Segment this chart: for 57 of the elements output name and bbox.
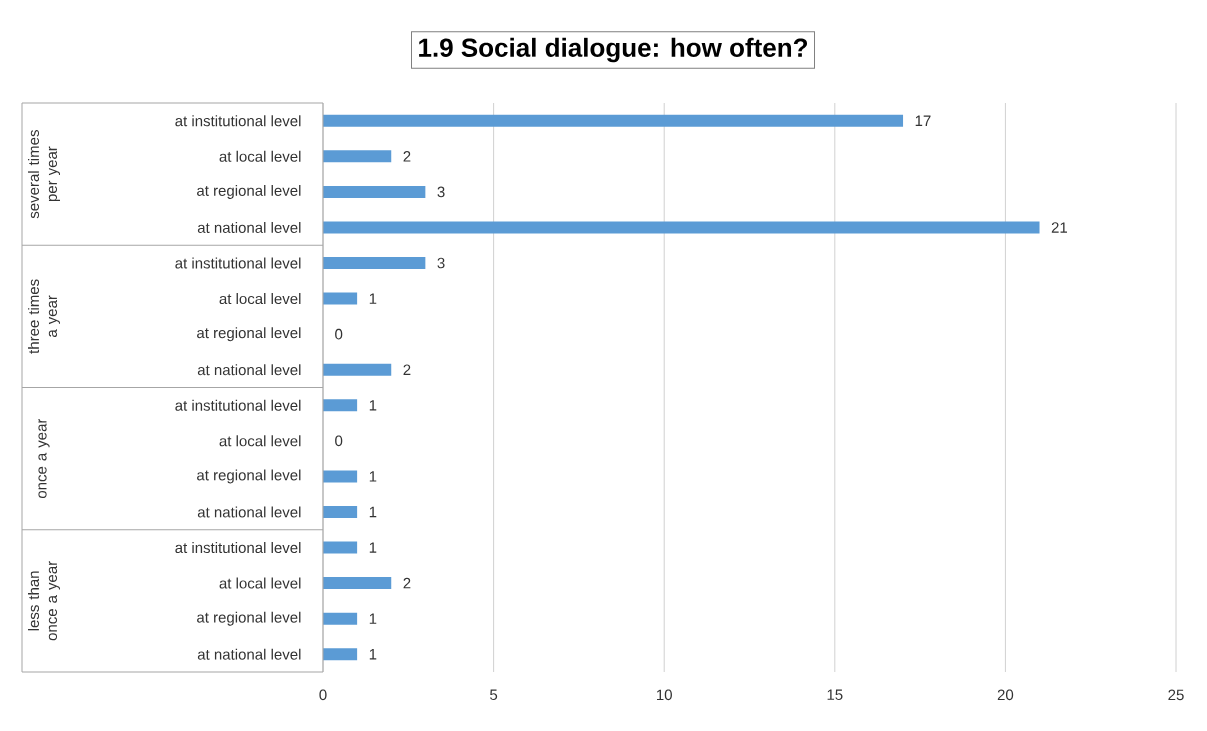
bar xyxy=(323,612,358,625)
y-tick-label: at regional level xyxy=(197,184,301,199)
text: three times a year xyxy=(28,279,60,354)
y-tick-label: at institutional level xyxy=(175,257,301,269)
data-label: 2 xyxy=(403,151,411,162)
bar xyxy=(323,470,358,483)
bar xyxy=(323,114,904,127)
data-label: 1 xyxy=(369,471,377,482)
data-label: 0 xyxy=(335,328,343,340)
bar xyxy=(323,577,392,590)
y-tick-label: at local level xyxy=(219,293,301,305)
x-tick-label: 25 xyxy=(1168,689,1184,701)
bar xyxy=(323,505,358,518)
data-label: 17 xyxy=(915,115,931,126)
y-tick-label: at national level xyxy=(197,648,301,660)
data-label: 1 xyxy=(369,506,377,518)
data-label: 3 xyxy=(437,186,445,198)
y-tick-label: at institutional level xyxy=(175,399,301,411)
x-tick-label: 15 xyxy=(827,689,843,700)
bar xyxy=(323,399,358,412)
bar xyxy=(323,150,392,163)
bar xyxy=(323,221,1040,234)
bar xyxy=(323,541,358,554)
y-tick-label: at institutional level xyxy=(175,542,301,554)
bar xyxy=(323,257,426,270)
data-label: 1 xyxy=(369,293,377,304)
y-tick-label: at local level xyxy=(219,577,301,589)
y-tick-label: at national level xyxy=(197,221,301,233)
text: once a year xyxy=(38,418,50,499)
data-label: 1 xyxy=(369,400,377,411)
x-tick-label: 20 xyxy=(997,689,1014,701)
bar xyxy=(323,185,426,198)
y-tick-label: at local level xyxy=(219,435,301,447)
bar xyxy=(323,363,392,376)
x-tick-label: 0 xyxy=(319,689,327,701)
x-tick-label: 10 xyxy=(657,689,672,701)
bar xyxy=(323,648,358,661)
y-tick-label: at national level xyxy=(197,506,301,518)
data-label: 3 xyxy=(437,257,445,269)
y-tick-label: at regional level xyxy=(197,469,301,484)
x-tick-label: 5 xyxy=(490,689,498,700)
data-label: 0 xyxy=(335,435,343,447)
data-label: 2 xyxy=(403,364,411,375)
y-tick-label: at national level xyxy=(197,364,301,376)
data-label: 1 xyxy=(369,613,377,624)
y-tick-label: at local level xyxy=(219,150,301,162)
y-tick-label: at institutional level xyxy=(175,115,301,127)
data-label: 1 xyxy=(369,649,377,660)
text: several times per year xyxy=(28,130,60,219)
data-label: 21 xyxy=(1051,222,1068,233)
y-tick-label: at regional level xyxy=(197,327,301,342)
bar xyxy=(323,292,358,305)
text: less than once a year xyxy=(28,561,60,641)
data-label: 1 xyxy=(369,542,377,553)
data-label: 2 xyxy=(403,577,411,589)
y-tick-label: at regional level xyxy=(197,611,301,626)
chart-title: 1.9 Social dialogue: how often? xyxy=(419,37,808,63)
